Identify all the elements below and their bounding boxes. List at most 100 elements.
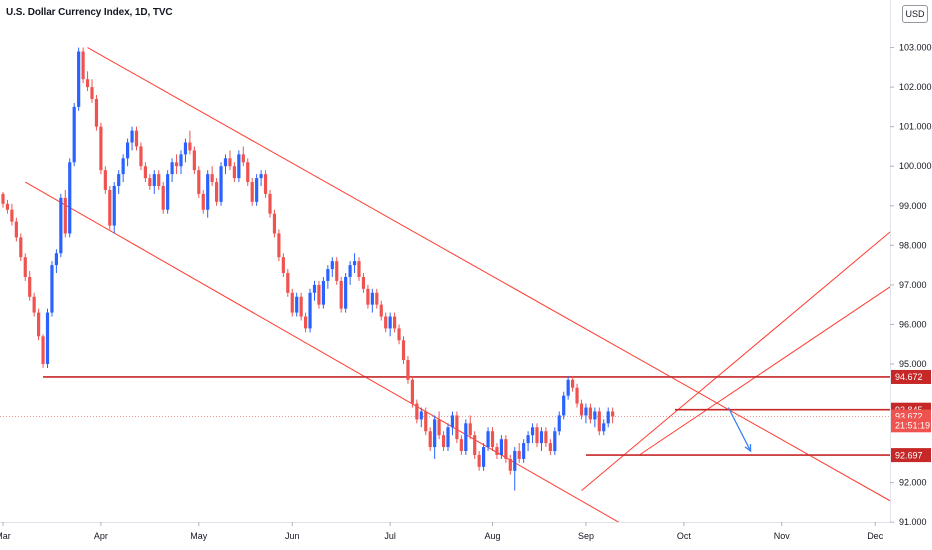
arrow-head <box>744 444 752 453</box>
candle-body <box>562 395 566 416</box>
candle-body <box>19 237 23 258</box>
time-tick-label: Nov <box>774 531 791 541</box>
candle <box>499 435 503 459</box>
candle <box>504 435 508 463</box>
candle-body <box>37 312 41 337</box>
candle-body <box>499 439 503 455</box>
candle <box>259 170 263 186</box>
candle-body <box>50 265 54 313</box>
candle-body <box>335 261 339 281</box>
candle <box>223 154 228 175</box>
candle <box>28 271 32 301</box>
candle <box>290 288 294 317</box>
candle-body <box>174 162 179 167</box>
candle <box>45 308 50 368</box>
candle-body <box>384 316 388 329</box>
candle <box>597 407 601 436</box>
candle <box>602 419 606 436</box>
candle-body <box>188 142 192 151</box>
time-tick-label: Mar <box>0 531 11 541</box>
candle <box>473 431 477 459</box>
candle <box>330 257 334 277</box>
candle <box>255 174 259 206</box>
candle-body <box>246 162 250 183</box>
candle-body <box>321 280 325 305</box>
candle-body <box>210 174 214 183</box>
projection-arrow[interactable] <box>727 407 752 453</box>
price-tick-label: 100.000 <box>899 161 932 171</box>
candle-body <box>241 154 245 163</box>
candle <box>232 162 236 183</box>
candle-body <box>597 411 601 432</box>
candle <box>139 142 143 171</box>
candle <box>237 150 241 183</box>
candle-body <box>90 87 94 99</box>
candle-body <box>23 257 27 277</box>
price-tick-label: 101.000 <box>899 122 932 132</box>
candle-body <box>379 304 383 317</box>
candle-body <box>237 154 241 179</box>
candle <box>188 130 192 155</box>
candle <box>41 334 45 368</box>
candle-body <box>152 174 156 186</box>
candle-body <box>215 182 219 202</box>
candle-body <box>197 170 201 194</box>
trend-lines[interactable] <box>25 47 893 535</box>
candle-body <box>393 316 397 329</box>
candle-body <box>370 292 374 305</box>
candle <box>174 154 179 175</box>
candle <box>530 423 535 444</box>
candle-body <box>157 174 161 186</box>
candle <box>295 292 299 317</box>
candle <box>571 375 575 392</box>
candle <box>450 411 455 436</box>
price-tag: 94.672 <box>891 369 931 384</box>
candle-body <box>548 443 552 452</box>
currency-button[interactable]: USD <box>902 5 928 23</box>
price-tick-label: 97.000 <box>899 280 927 290</box>
candle-body <box>397 328 401 341</box>
candle <box>90 79 94 103</box>
candle <box>250 178 254 206</box>
candle-body <box>232 166 236 179</box>
candle <box>584 403 588 424</box>
time-axis[interactable]: Mar Apr May Jun Jul Aug Sep Oct Nov Dec <box>0 522 890 550</box>
candle-body <box>99 126 103 171</box>
time-axis-background <box>0 522 890 550</box>
candle <box>321 276 325 309</box>
candle <box>281 253 285 277</box>
candle-body <box>459 439 463 452</box>
price-axis[interactable]: 103.000 102.000 101.000 100.000 99.000 98.000… <box>890 0 932 550</box>
candle <box>10 203 14 226</box>
candle <box>339 276 343 313</box>
time-tick-label: Aug <box>484 531 500 541</box>
candle <box>94 95 99 131</box>
candle-body <box>45 312 50 364</box>
candle-body <box>68 162 72 234</box>
candle <box>1 191 5 208</box>
candle-body <box>588 407 592 420</box>
candle-body <box>250 182 254 202</box>
time-tick-label: Apr <box>94 531 108 541</box>
candle <box>130 126 134 151</box>
horizontal-levels[interactable] <box>43 376 893 456</box>
candle <box>108 186 112 230</box>
price-tag-label: 93.672 <box>895 412 923 422</box>
candle-body <box>72 106 76 163</box>
candle-body <box>504 439 508 459</box>
candle <box>183 138 188 163</box>
candle <box>241 146 245 167</box>
candle <box>401 336 406 364</box>
candle <box>68 158 72 238</box>
candle <box>370 288 374 313</box>
candle <box>539 427 544 452</box>
candle <box>388 312 392 337</box>
candle <box>455 411 459 444</box>
candle-body <box>419 411 423 420</box>
candle-body <box>161 186 165 210</box>
candle-body <box>388 316 392 329</box>
candle <box>486 427 490 452</box>
candle <box>477 451 481 471</box>
candle <box>50 261 54 317</box>
